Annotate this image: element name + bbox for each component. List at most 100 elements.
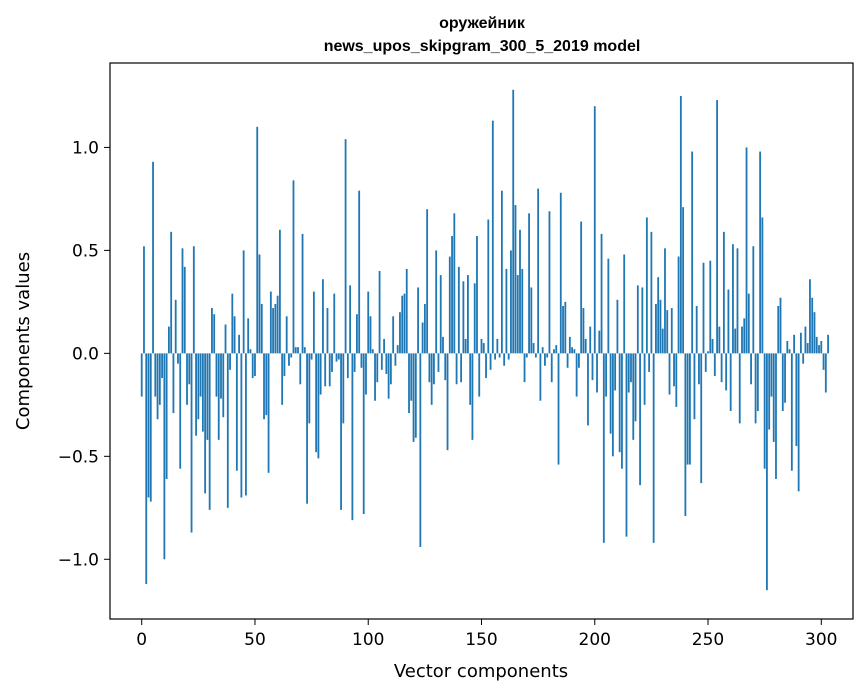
bar [408,353,410,414]
bar [611,353,614,457]
bar [820,341,823,354]
bar [405,268,408,354]
bar [818,345,820,354]
bar [385,353,388,374]
bar [718,326,721,354]
bar [539,353,542,401]
bar [673,353,675,387]
bar [460,353,463,383]
bar [353,353,356,372]
bar [738,353,741,424]
bar [240,353,243,498]
bar [333,293,336,354]
bar [335,353,338,362]
bar [342,353,345,424]
bar [215,353,218,397]
bar [451,235,453,354]
bar [346,353,349,379]
bar [247,318,250,354]
bar [709,260,712,354]
bar [557,353,560,465]
bar [229,353,231,370]
bar [186,353,188,405]
bar [788,349,791,354]
bar [487,219,490,354]
bar [566,353,569,368]
bar [741,326,743,354]
bar [754,353,757,424]
bar [747,293,750,354]
bar [421,322,424,354]
bar [530,287,533,354]
bar [412,353,415,442]
bar [555,345,558,354]
bar [679,95,682,354]
bar [367,291,370,354]
bar [183,266,186,354]
bar [310,353,313,360]
bar [263,353,265,420]
bar [471,353,474,440]
bar [643,353,646,405]
bar [666,310,669,354]
bar [260,303,263,354]
bar [290,353,293,358]
bar [312,291,315,354]
bar [761,217,764,354]
x-tick-label: 300 [805,630,837,650]
bar [781,353,784,412]
bar [356,314,358,354]
bar [417,287,419,354]
bar [276,295,279,354]
bar [632,353,635,440]
bar [693,353,696,420]
bar [213,314,216,354]
bar [698,353,700,385]
bar [258,254,261,354]
bar [806,343,809,354]
bar [811,297,814,354]
bar [648,353,651,372]
bar [360,353,363,368]
bar [621,353,623,469]
bar [179,353,182,469]
bar [768,353,771,430]
bar [695,305,698,354]
bar [161,353,163,379]
bar [485,353,487,379]
bar [473,283,476,354]
y-tick-label: −0.5 [58,447,99,467]
bar [745,147,748,354]
bar [537,188,540,354]
bar [195,353,197,436]
bar [331,353,333,372]
bar [598,330,601,354]
bar [324,353,327,387]
bar [827,334,829,354]
bar [453,213,456,354]
bar [505,268,508,354]
bar [410,353,413,401]
bar [659,299,662,354]
bar [600,233,603,354]
bar [288,353,290,366]
bar [433,353,435,385]
bar [568,336,571,354]
bar [319,353,322,395]
bar [790,353,793,471]
bar [752,246,755,354]
bar [799,332,802,354]
bar [231,293,234,354]
bar [446,353,449,451]
bar [211,308,213,354]
bar [519,229,521,354]
bar [691,151,694,354]
bar [627,353,630,393]
bar [177,353,179,364]
bar [804,326,807,354]
bar [478,353,481,397]
bar [143,246,145,354]
bar [711,338,714,354]
bar [523,353,526,383]
bar [251,353,254,379]
